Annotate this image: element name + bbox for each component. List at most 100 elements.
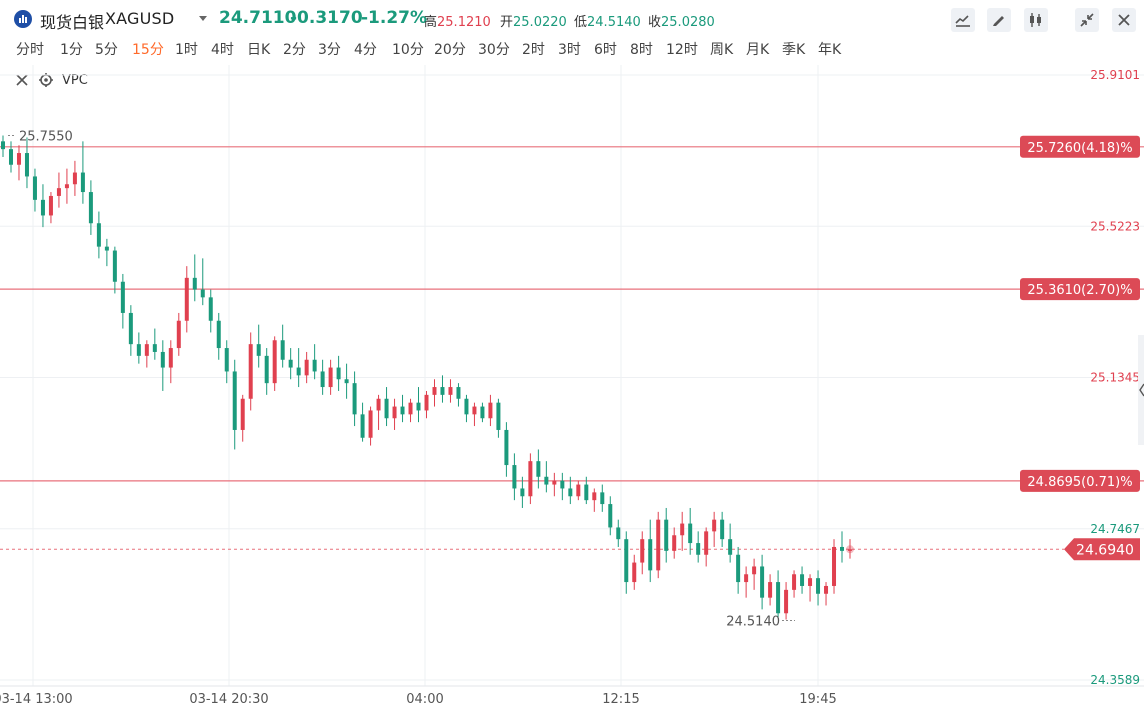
candle-body[interactable]: [328, 367, 333, 388]
candle-body[interactable]: [192, 277, 197, 290]
candle-style-icon[interactable]: [1024, 8, 1048, 32]
indicator-name[interactable]: VPC: [62, 73, 88, 88]
candle-body[interactable]: [768, 582, 773, 598]
candle-body[interactable]: [392, 406, 397, 419]
candle-body[interactable]: [584, 484, 589, 501]
period-tab[interactable]: 5分: [95, 42, 118, 58]
draw-pen-icon[interactable]: [987, 8, 1011, 32]
candle-body[interactable]: [288, 359, 293, 368]
candle-body[interactable]: [256, 344, 261, 356]
candle-body[interactable]: [16, 153, 21, 165]
candle-body[interactable]: [536, 461, 541, 477]
period-tab[interactable]: 月K: [746, 42, 770, 58]
candle-body[interactable]: [648, 539, 653, 571]
candle-body[interactable]: [48, 195, 53, 216]
candle-body[interactable]: [448, 387, 453, 395]
candle-body[interactable]: [728, 539, 733, 555]
candle-body[interactable]: [512, 465, 517, 489]
period-tab[interactable]: 季K: [782, 42, 806, 58]
candle-body[interactable]: [616, 527, 621, 540]
period-tab[interactable]: 1分: [60, 42, 83, 58]
candle-body[interactable]: [416, 402, 421, 411]
candle-body[interactable]: [120, 281, 125, 313]
candle-body[interactable]: [160, 351, 165, 368]
period-tab[interactable]: 8时: [630, 42, 653, 58]
candle-body[interactable]: [712, 519, 717, 532]
period-tab[interactable]: 10分: [392, 42, 424, 58]
candle-body[interactable]: [760, 566, 765, 598]
candle-body[interactable]: [320, 371, 325, 388]
instrument-name[interactable]: 现货白银: [40, 13, 105, 32]
candle-body[interactable]: [152, 344, 157, 352]
period-tab[interactable]: 12时: [666, 42, 698, 58]
candle-body[interactable]: [680, 523, 685, 536]
candle-body[interactable]: [264, 355, 269, 384]
candle-body[interactable]: [664, 519, 669, 551]
candle-body[interactable]: [752, 566, 757, 575]
candle-body[interactable]: [96, 223, 101, 247]
candle-body[interactable]: [232, 371, 237, 430]
candle-body[interactable]: [280, 340, 285, 360]
close-icon[interactable]: [1112, 8, 1136, 32]
candle-body[interactable]: [840, 546, 845, 551]
period-tab[interactable]: 20分: [434, 42, 466, 58]
candle-body[interactable]: [816, 578, 821, 594]
candle-body[interactable]: [368, 410, 373, 438]
candle-body[interactable]: [360, 414, 365, 438]
period-tab[interactable]: 周K: [710, 42, 734, 58]
candle-body[interactable]: [480, 406, 485, 419]
candle-body[interactable]: [112, 250, 117, 282]
period-tab[interactable]: 1时: [175, 42, 198, 58]
candle-body[interactable]: [576, 484, 581, 497]
candle-body[interactable]: [248, 344, 253, 399]
instrument-code[interactable]: XAGUSD: [105, 9, 175, 28]
candle-body[interactable]: [560, 480, 565, 489]
candle-body[interactable]: [144, 344, 149, 356]
candle-body[interactable]: [632, 562, 637, 583]
candle-body[interactable]: [568, 488, 573, 497]
candle-body[interactable]: [472, 406, 477, 415]
candle-body[interactable]: [56, 188, 61, 196]
candle-body[interactable]: [272, 340, 277, 384]
candle-body[interactable]: [304, 359, 309, 376]
period-tab[interactable]: 年K: [818, 42, 842, 58]
candle-body[interactable]: [432, 387, 437, 395]
candle-body[interactable]: [200, 289, 205, 298]
candle-body[interactable]: [88, 192, 93, 224]
candle-body[interactable]: [808, 578, 813, 586]
axis-scroll-handle[interactable]: [1138, 335, 1144, 445]
candle-body[interactable]: [608, 504, 613, 528]
candle-body[interactable]: [776, 582, 781, 614]
collapse-icon[interactable]: [1075, 8, 1099, 32]
candle-body[interactable]: [696, 543, 701, 555]
current-price-badge[interactable]: [1064, 538, 1140, 561]
candle-body[interactable]: [592, 492, 597, 501]
candle-body[interactable]: [440, 387, 445, 395]
candle-body[interactable]: [488, 402, 493, 419]
period-tab[interactable]: 15分: [132, 42, 164, 58]
candle-body[interactable]: [184, 277, 189, 321]
axis-expand-chevron-icon[interactable]: [1139, 383, 1144, 397]
period-tab[interactable]: 4分: [354, 42, 377, 58]
candle-body[interactable]: [312, 359, 317, 372]
candle-body[interactable]: [688, 523, 693, 544]
candle-body[interactable]: [128, 312, 133, 345]
candle-body[interactable]: [168, 348, 173, 368]
line-tool-icon[interactable]: [951, 8, 975, 32]
candle-body[interactable]: [792, 574, 797, 590]
candle-body[interactable]: [72, 172, 77, 185]
period-tab[interactable]: 3时: [558, 42, 581, 58]
candle-body[interactable]: [224, 348, 229, 372]
period-tab[interactable]: 分时: [16, 42, 44, 58]
candle-body[interactable]: [80, 172, 85, 193]
price-level-badge[interactable]: [1020, 135, 1140, 158]
symbol-dropdown-icon[interactable]: [199, 16, 207, 21]
candle-body[interactable]: [1, 141, 5, 150]
candle-body[interactable]: [176, 320, 181, 349]
candle-body[interactable]: [784, 589, 789, 614]
candle-body[interactable]: [384, 398, 389, 419]
candle-body[interactable]: [336, 367, 341, 380]
candle-body[interactable]: [552, 480, 557, 485]
candle-body[interactable]: [400, 406, 405, 415]
